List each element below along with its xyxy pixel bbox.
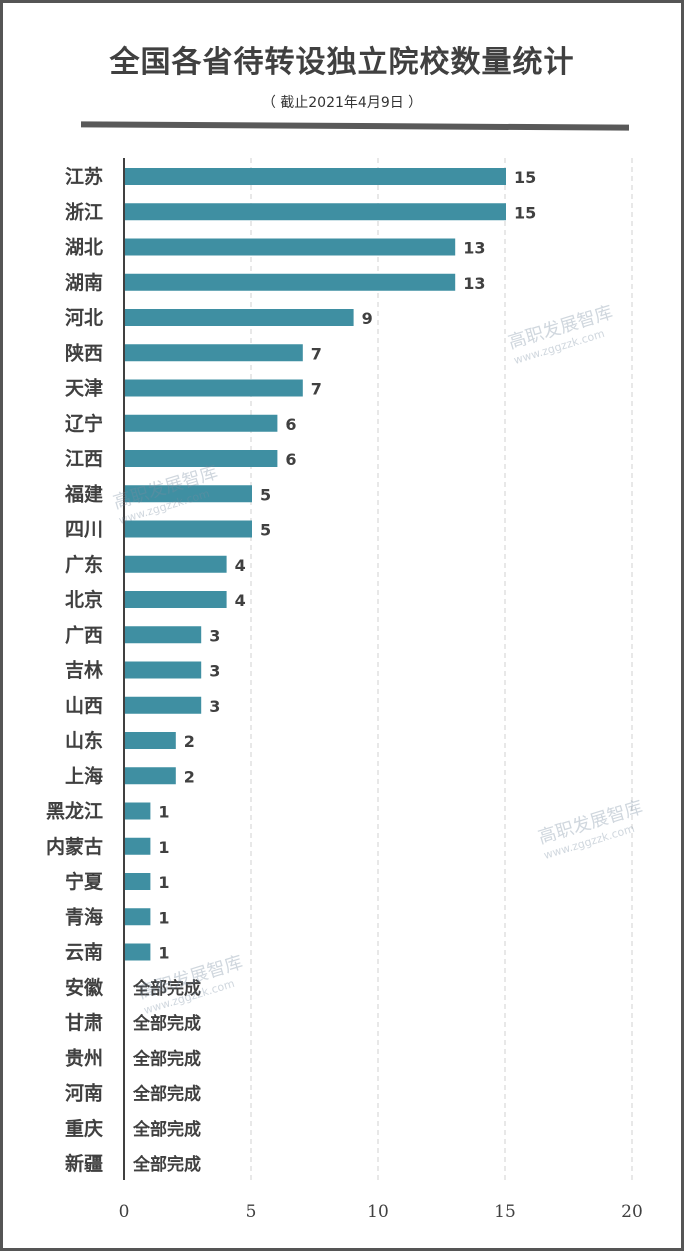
bar [125,309,354,326]
category-label: 陕西 [65,341,103,364]
bar [125,802,151,820]
bar [125,379,303,397]
category-label: 吉林 [65,659,103,682]
category-label: 湖南 [65,272,103,294]
bar [125,450,278,467]
category-label: 山西 [65,695,103,717]
bar [125,520,252,538]
bar [125,555,227,573]
chart-subtitle: （ 截止2021年4月9日 ） [261,95,423,111]
category-label: 新疆 [65,1152,103,1175]
category-label: 内蒙古 [46,835,103,858]
bar [125,626,202,644]
bar [125,591,227,608]
data-label: 3 [209,697,220,716]
data-label: 3 [209,626,220,645]
category-label: 河南 [65,1083,103,1105]
bar [125,661,202,679]
data-label: 9 [362,309,373,328]
category-label: 山东 [65,729,103,752]
category-label: 安徽 [65,976,104,999]
chart-title: 全国各省待转设独立院校数量统计 [109,45,575,80]
data-label: 1 [158,908,169,927]
data-label: 5 [260,485,271,504]
bar [125,485,252,503]
category-label: 福建 [64,482,103,505]
data-label: 5 [260,521,271,540]
category-label: 四川 [65,519,103,541]
category-label: 辽宁 [65,412,103,435]
x-tick-label: 5 [246,1202,257,1222]
category-label: 浙江 [65,200,103,223]
category-label: 云南 [65,942,103,964]
data-label: 13 [463,239,485,258]
data-label: 全部完成 [132,1154,201,1175]
bar [125,943,151,961]
category-label: 天津 [65,377,103,400]
category-label: 湖北 [65,237,103,259]
data-label: 4 [235,556,246,575]
bar [125,696,202,714]
bar [125,414,278,432]
category-label: 甘肃 [65,1011,103,1034]
category-label: 河北 [65,307,103,329]
data-label: 3 [209,662,220,681]
data-label: 2 [184,767,195,786]
x-tick-label: 0 [119,1202,130,1222]
data-label: 7 [311,380,322,399]
data-label: 全部完成 [132,1119,201,1140]
data-label: 13 [463,274,485,293]
data-label: 2 [184,732,195,751]
category-label: 重庆 [65,1117,103,1140]
category-label: 北京 [65,588,103,611]
category-label: 贵州 [65,1047,103,1069]
data-label: 15 [514,168,536,187]
bar [125,873,151,890]
data-label: 1 [158,944,169,963]
bar [125,273,456,291]
bar [125,732,176,749]
bar [125,767,176,785]
data-label: 15 [514,203,536,222]
bar [125,203,506,221]
bar [125,344,303,362]
data-label: 6 [285,450,296,469]
category-label: 青海 [65,905,103,928]
category-label: 宁夏 [65,870,104,893]
bar [125,908,151,926]
category-label: 广东 [65,553,103,576]
data-label: 4 [235,591,246,610]
data-label: 全部完成 [132,1013,201,1034]
bar [125,238,456,256]
data-label: 全部完成 [132,978,201,999]
data-label: 6 [285,415,296,434]
category-label: 江苏 [65,165,103,188]
category-label: 广西 [65,623,103,646]
data-label: 7 [311,344,322,363]
x-tick-label: 10 [367,1202,389,1222]
data-label: 1 [158,838,169,857]
data-label: 1 [158,873,169,892]
x-tick-label: 15 [494,1202,516,1222]
data-label: 全部完成 [132,1048,201,1069]
bar [125,837,151,855]
data-label: 1 [158,803,169,822]
data-label: 全部完成 [132,1084,201,1105]
category-label: 黑龙江 [46,800,103,823]
x-tick-label: 20 [621,1202,643,1222]
category-label: 上海 [65,764,103,787]
bar [125,168,506,185]
category-label: 江西 [65,448,103,470]
